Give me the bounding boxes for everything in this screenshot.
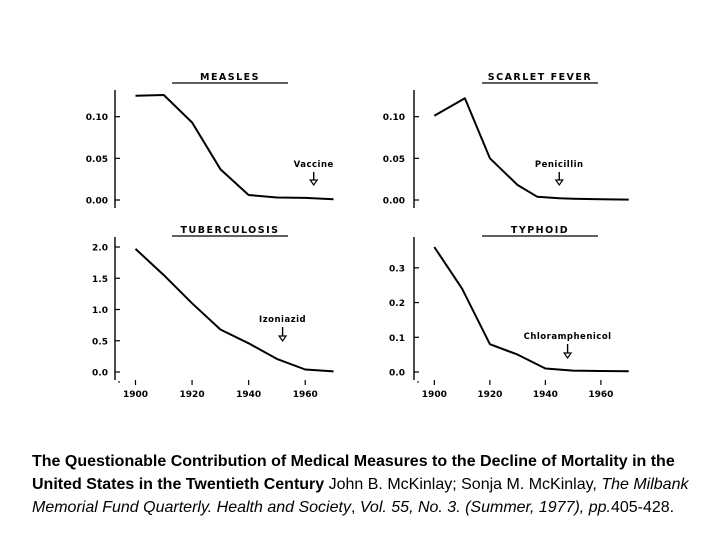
typhoid-x-tick-label: 1900 xyxy=(422,390,447,400)
measles-annotation-label: Vaccine xyxy=(294,160,334,170)
measles-y-tick-label: 0.05 xyxy=(86,155,108,165)
typhoid-x-tick-label: 1940 xyxy=(533,390,558,400)
scarlet-fever-series-line xyxy=(433,97,629,201)
caption-volume: Vol. 55, No. 3. (Summer, 1977), pp. xyxy=(359,499,611,516)
tuberculosis-y-tick-label: 1.0 xyxy=(92,306,108,316)
measles-annotation-arrow-head xyxy=(309,179,319,187)
caption-separator: , xyxy=(350,499,360,516)
scarlet-fever-chart: SCARLET FEVER 0.10 0.05 0.00 Penicillin xyxy=(383,72,629,208)
scarlet-fever-annotation-arrow-head xyxy=(554,179,564,187)
scarlet-fever-y-tick-label: 0.00 xyxy=(383,197,405,207)
measles-y-tick-label: 0.10 xyxy=(86,113,108,123)
typhoid-chart: TYPHOID 0.3 0.2 0.1 0.0 1900 1920 1940 1960 Chlor… xyxy=(389,225,629,400)
typhoid-y-tick-label: 0.1 xyxy=(389,334,405,344)
caption-journal: The Milbank Memorial Fund Quarterly. Hea… xyxy=(32,476,689,516)
scarlet-fever-annotation-label: Penicillin xyxy=(535,160,584,170)
measles-y-tick-label: 0.00 xyxy=(86,197,108,207)
typhoid-y-tick-label: 0.3 xyxy=(389,264,405,274)
typhoid-x-tick-label: 1960 xyxy=(588,390,613,400)
caption-authors: John B. McKinlay; Sonja M. McKinlay, xyxy=(324,476,602,493)
tuberculosis-x-tick-label: 1940 xyxy=(236,390,261,400)
tuberculosis-y-tick-label: 2.0 xyxy=(92,244,108,254)
scarlet-fever-y-tick-label: 0.10 xyxy=(383,113,405,123)
tuberculosis-title: TUBERCULOSIS xyxy=(181,225,280,236)
typhoid-series-line xyxy=(433,246,629,373)
caption-pages: 405-428. xyxy=(610,499,675,516)
tuberculosis-y-tick-label: 1.5 xyxy=(92,275,108,285)
caption-title: The Questionable Contribution of Medical… xyxy=(32,453,675,493)
tuberculosis-x-tick-label: 1920 xyxy=(180,390,205,400)
measles-chart: MEASLES 0.10 0.05 0.00 Vaccine xyxy=(86,72,334,208)
tuberculosis-series-line xyxy=(134,248,334,373)
measles-series-line xyxy=(135,94,334,201)
typhoid-annotation-arrow-head xyxy=(562,352,573,360)
tuberculosis-y-tick-label: 0.0 xyxy=(92,369,108,379)
typhoid-annotation-label: Chloramphenicol xyxy=(524,332,612,342)
scarlet-fever-title: SCARLET FEVER xyxy=(488,72,592,83)
tuberculosis-y-tick-label: 0.5 xyxy=(92,337,108,347)
tuberculosis-chart: TUBERCULOSIS 2.0 1.5 1.0 0.5 0.0 1900 1920 1940 1… xyxy=(92,225,334,400)
tuberculosis-annotation-label: Izoniazid xyxy=(259,315,306,325)
typhoid-title: TYPHOID xyxy=(511,225,569,236)
typhoid-y-tick-label: 0.2 xyxy=(389,299,405,309)
tuberculosis-x-tick-label: 1960 xyxy=(293,390,318,400)
figure-caption: The Questionable Contribution of Medical… xyxy=(32,450,702,519)
mortality-charts-figure: MEASLES 0.10 0.05 0.00 Vaccine SCARLET FEVER 0… xyxy=(86,72,629,400)
scarlet-fever-y-tick-label: 0.05 xyxy=(383,155,405,165)
tuberculosis-annotation-arrow-head xyxy=(277,335,288,343)
tuberculosis-x-tick-label: 1900 xyxy=(123,390,148,400)
measles-title: MEASLES xyxy=(200,72,260,83)
typhoid-y-tick-label: 0.0 xyxy=(389,369,405,379)
typhoid-x-tick-label: 1920 xyxy=(477,390,502,400)
